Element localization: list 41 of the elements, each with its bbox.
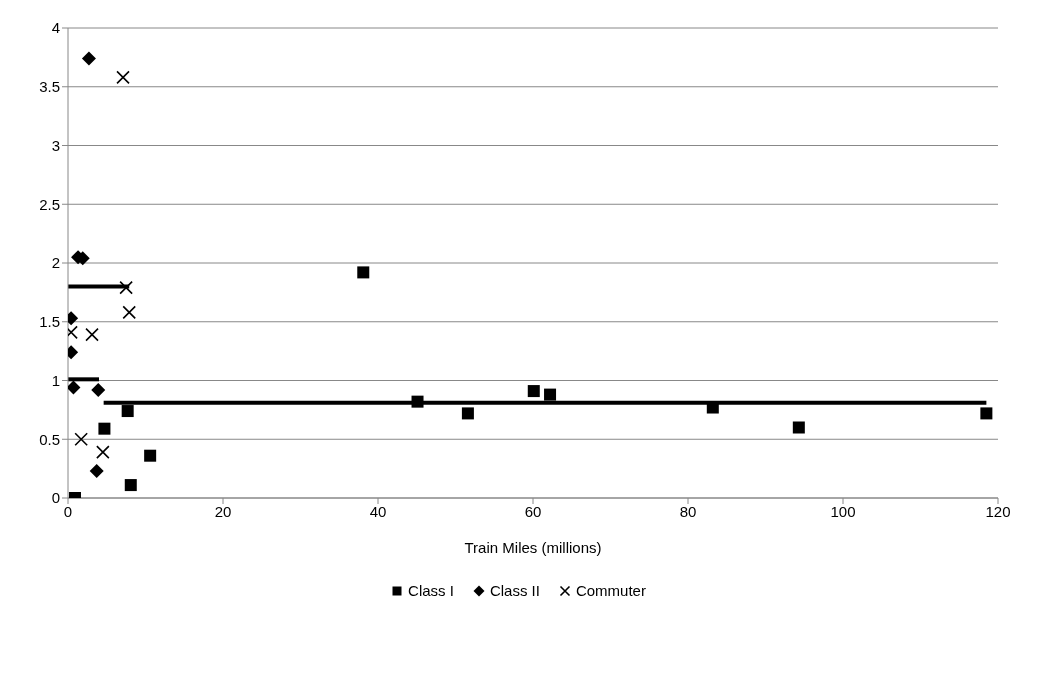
point [68,380,81,395]
x-tick-label: 0 [63,502,73,520]
x-tick-label: 120 [985,502,1011,520]
point [792,421,805,434]
y-tick-label: 0.5 [39,430,60,448]
point [89,463,104,478]
point [74,432,88,447]
point [81,51,96,66]
point [122,305,137,320]
point [116,70,130,85]
x-tick-label: 40 [369,502,387,520]
point [411,395,424,408]
legend-label: Class II [489,582,540,599]
y-tick-label: 0 [51,489,60,507]
point [144,449,157,462]
x-tick-label: 100 [830,502,856,520]
x-tick-label: 60 [524,502,542,520]
point [544,388,557,401]
point [91,382,106,397]
point [96,445,110,459]
x-axis-title: Train Miles (millions) [464,539,602,556]
y-tick-label: 1.5 [39,313,60,331]
point [85,327,99,342]
point [119,280,133,295]
point [121,405,134,418]
x-tick-label: 20 [214,502,232,520]
point [98,422,111,435]
point [527,385,540,398]
y-tick-label: 2.5 [39,195,60,213]
y-tick-label: 2 [51,254,60,272]
y-tick-label: 1 [51,371,60,389]
y-tick-label: 3 [51,136,60,154]
point [980,407,993,420]
point [124,479,137,492]
y-tick-label: 4 [51,19,60,37]
x-tick-label: 80 [679,502,697,520]
point [357,266,370,279]
legend-label: Class I [408,582,454,599]
point [461,407,474,420]
y-tick-label: 3.5 [39,78,60,96]
legend-label: Commuter [575,582,646,599]
